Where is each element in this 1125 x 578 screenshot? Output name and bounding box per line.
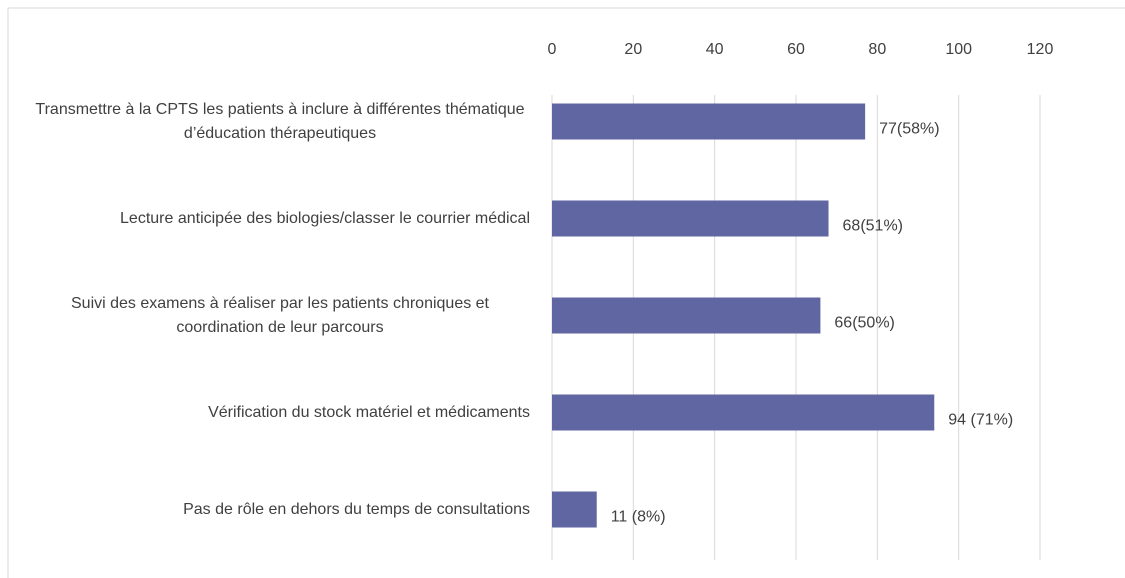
y-tick-label: Lecture anticipée des biologies/classer … (120, 209, 530, 227)
data-label: 77(58%) (879, 121, 939, 138)
x-tick-label: 20 (624, 41, 642, 58)
x-tick-label: 80 (868, 41, 886, 58)
x-tick-label: 0 (548, 41, 557, 58)
category-label: Lecture anticipée des biologies/classer … (120, 209, 530, 227)
category-label: Transmettre à la CPTS les patients à inc… (35, 100, 525, 142)
bar (552, 394, 935, 431)
y-tick-label: Transmettre à la CPTS les patients à inc… (35, 100, 525, 142)
data-label: 68(51%) (843, 218, 903, 235)
bar (552, 103, 866, 140)
bar (552, 297, 821, 334)
y-tick-label: Suivi des examens à réaliser par les pat… (71, 294, 489, 336)
y-tick-label: Pas de rôle en dehors du temps de consul… (183, 500, 530, 518)
y-tick-label: Vérification du stock matériel et médica… (208, 403, 530, 421)
data-label: 11 (8%) (611, 509, 666, 526)
data-label: 94 (71%) (948, 412, 1013, 429)
category-label: Vérification du stock matériel et médica… (208, 403, 530, 421)
x-tick-label: 120 (1027, 41, 1054, 58)
category-label: Suivi des examens à réaliser par les pat… (71, 294, 489, 336)
x-tick-label: 40 (706, 41, 724, 58)
bar (552, 491, 597, 528)
data-label: 66(50%) (834, 315, 894, 332)
x-tick-label: 60 (787, 41, 805, 58)
x-tick-label: 100 (945, 41, 972, 58)
category-label: Pas de rôle en dehors du temps de consul… (183, 500, 530, 518)
bar (552, 200, 829, 237)
